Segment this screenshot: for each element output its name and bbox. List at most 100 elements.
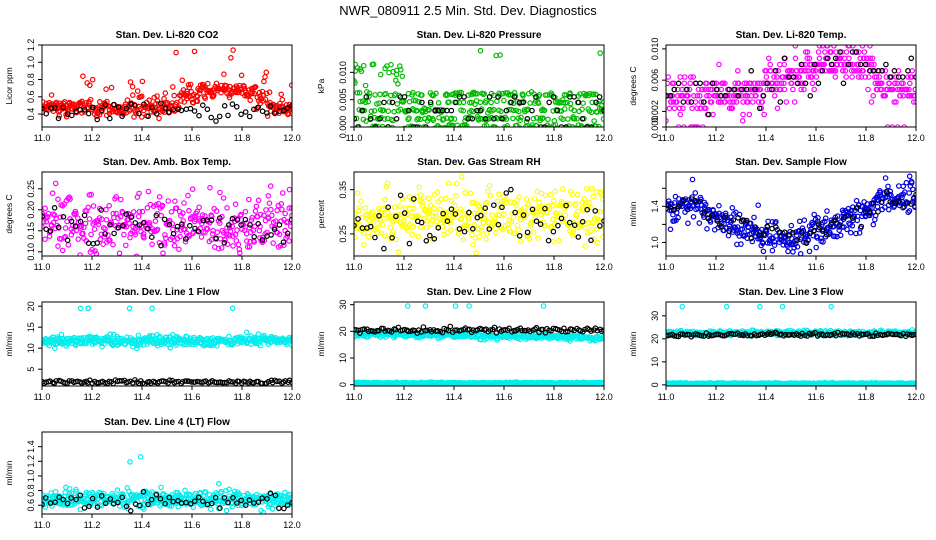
data-point bbox=[465, 214, 472, 221]
x-tick-label: 11.2 bbox=[396, 262, 413, 272]
data-point bbox=[471, 210, 478, 217]
data-point bbox=[101, 260, 105, 264]
data-point bbox=[482, 236, 489, 242]
x-tick-label: 11.4 bbox=[446, 262, 463, 272]
data-point bbox=[354, 211, 358, 217]
data-point bbox=[689, 105, 695, 112]
data-point bbox=[229, 305, 236, 312]
data-point bbox=[851, 68, 857, 74]
data-point bbox=[666, 74, 671, 80]
x-tick-label: 11.0 bbox=[34, 262, 51, 272]
data-point bbox=[856, 230, 863, 236]
x-tick-label: 11.6 bbox=[184, 392, 201, 402]
data-point bbox=[431, 236, 438, 242]
data-point bbox=[179, 77, 186, 84]
data-point bbox=[185, 192, 191, 199]
data-point bbox=[388, 61, 394, 68]
data-point bbox=[764, 223, 771, 230]
data-point bbox=[98, 207, 105, 213]
data-point bbox=[118, 196, 124, 203]
data-point bbox=[500, 211, 507, 218]
y-axis-label: Licor ppm bbox=[4, 67, 14, 104]
data-point bbox=[788, 222, 795, 229]
data-point bbox=[579, 124, 585, 127]
data-point bbox=[882, 175, 889, 181]
series-cyan bbox=[42, 305, 292, 352]
x-tick-label: 11.0 bbox=[34, 133, 51, 143]
data-point bbox=[419, 92, 425, 98]
data-point bbox=[451, 116, 458, 122]
data-point bbox=[166, 221, 173, 228]
data-point bbox=[566, 219, 573, 226]
x-tick-label: 11.4 bbox=[758, 262, 775, 272]
data-point bbox=[495, 94, 501, 100]
data-point bbox=[180, 210, 186, 216]
data-point bbox=[593, 226, 600, 233]
data-point bbox=[713, 211, 720, 218]
x-tick-label: 11.2 bbox=[84, 133, 101, 143]
data-point bbox=[362, 99, 369, 106]
data-point bbox=[454, 122, 460, 127]
data-point bbox=[903, 179, 910, 186]
data-point bbox=[885, 206, 892, 213]
data-point bbox=[431, 205, 437, 212]
data-point bbox=[675, 203, 682, 210]
data-point bbox=[445, 180, 452, 187]
data-point bbox=[427, 202, 434, 209]
data-point bbox=[893, 74, 899, 80]
x-tick-label: 11.2 bbox=[708, 133, 725, 143]
data-point bbox=[510, 115, 516, 122]
data-point bbox=[488, 99, 494, 106]
data-point bbox=[204, 106, 211, 113]
data-point bbox=[486, 94, 493, 100]
data-point bbox=[705, 111, 712, 118]
data-point bbox=[536, 199, 543, 206]
data-point bbox=[430, 117, 437, 124]
data-point bbox=[59, 247, 66, 254]
data-point bbox=[397, 67, 404, 73]
data-point bbox=[687, 80, 694, 87]
data-point bbox=[460, 236, 467, 243]
data-point bbox=[908, 55, 915, 62]
data-point bbox=[859, 45, 866, 49]
data-point bbox=[374, 220, 381, 227]
data-point bbox=[217, 215, 223, 221]
data-point bbox=[895, 198, 902, 204]
data-point bbox=[103, 206, 109, 213]
data-point bbox=[552, 188, 559, 195]
data-point bbox=[393, 213, 399, 220]
y-tick-label: 0.010 bbox=[338, 61, 348, 84]
data-point bbox=[727, 99, 733, 105]
data-point bbox=[499, 226, 506, 233]
x-tick-label: 11.4 bbox=[134, 133, 151, 143]
data-point bbox=[775, 80, 781, 87]
data-point bbox=[91, 226, 98, 233]
data-point bbox=[390, 228, 396, 235]
data-point bbox=[798, 86, 804, 93]
data-point bbox=[760, 248, 767, 255]
data-point bbox=[354, 80, 358, 86]
data-point bbox=[781, 55, 788, 62]
data-point bbox=[777, 99, 784, 105]
data-point bbox=[562, 328, 569, 335]
series-black bbox=[354, 94, 604, 127]
data-point bbox=[358, 198, 364, 205]
data-point bbox=[262, 96, 269, 103]
data-point bbox=[595, 217, 602, 224]
data-point bbox=[755, 99, 762, 105]
data-point bbox=[499, 90, 506, 97]
data-point bbox=[87, 96, 94, 103]
series-black bbox=[666, 49, 916, 118]
data-point bbox=[490, 202, 497, 209]
data-point bbox=[803, 239, 809, 246]
data-point bbox=[524, 229, 531, 236]
data-point bbox=[866, 74, 872, 80]
data-point bbox=[422, 303, 429, 309]
data-point bbox=[906, 80, 913, 87]
data-point bbox=[865, 86, 871, 93]
data-point bbox=[85, 110, 92, 117]
data-point bbox=[97, 205, 103, 212]
data-point bbox=[102, 226, 108, 232]
data-point bbox=[108, 84, 115, 91]
